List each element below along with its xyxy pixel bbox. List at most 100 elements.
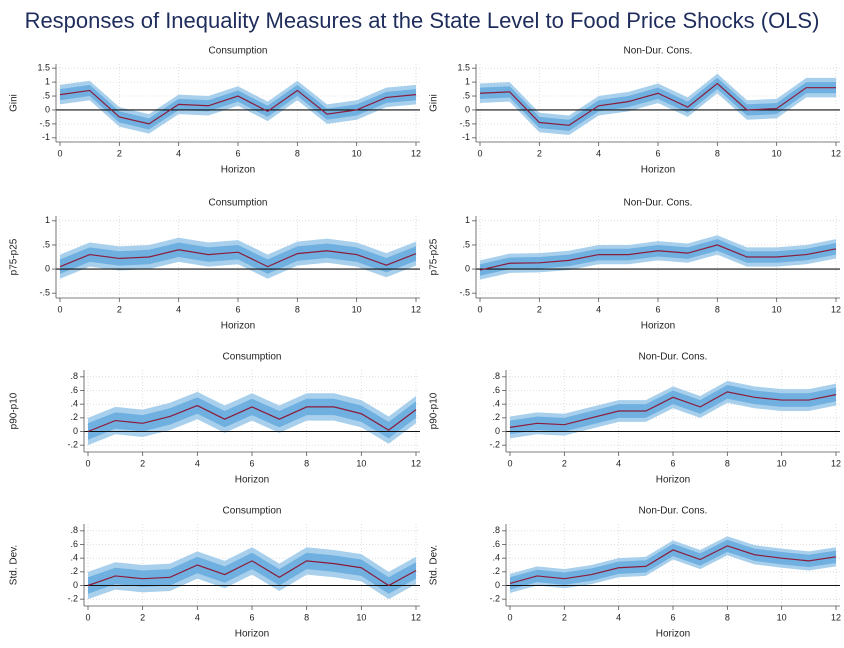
x-tick-label: 6	[249, 458, 254, 468]
x-tick-label: 4	[195, 612, 200, 622]
y-tick-label: 0	[73, 580, 78, 590]
x-tick-label: 4	[596, 148, 601, 158]
y-tick-label: .8	[492, 525, 500, 535]
x-axis-label: Horizon	[221, 165, 255, 176]
x-tick-label: 12	[411, 148, 421, 158]
y-axis-label: p75-p25	[9, 238, 20, 275]
response-line	[509, 545, 837, 585]
x-tick-label: 8	[295, 304, 300, 314]
y-axis-label: p75-p25	[429, 238, 440, 275]
x-tick-label: 10	[352, 148, 362, 158]
y-tick-label: .6	[492, 385, 500, 395]
panel: Non-Dur. Cons. .8 .6 .4 .2 0 -.2 0 2 4 6 8 10 12 Horiz…	[429, 352, 841, 486]
x-tick-label: 2	[537, 148, 542, 158]
panel: Non-Dur. Cons. .8 .6 .4 .2 0 -.2 0 2 4 6 8 10 12 Horiz…	[429, 506, 841, 640]
x-axis-label: Horizon	[221, 321, 255, 332]
x-tick-label: 2	[537, 304, 542, 314]
x-tick-label: 8	[725, 612, 730, 622]
y-tick-label: 1.5	[37, 63, 50, 73]
x-tick-label: 4	[616, 612, 621, 622]
panel-title: Consumption	[209, 198, 268, 209]
x-tick-label: 8	[295, 148, 300, 158]
y-tick-label: 0	[465, 263, 470, 273]
x-tick-label: 12	[831, 612, 841, 622]
y-tick-label: -1	[42, 132, 50, 142]
y-tick-label: -.5	[39, 118, 50, 128]
confidence-band	[88, 552, 416, 594]
response-line	[59, 249, 417, 268]
y-tick-label: 1	[465, 215, 470, 225]
y-axis-label: Gini	[9, 94, 20, 112]
y-tick-label: .8	[70, 525, 78, 535]
panel-title: Non-Dur. Cons.	[639, 506, 708, 517]
y-tick-label: 0	[45, 263, 50, 273]
y-tick-label: -1	[462, 132, 470, 142]
response-line	[59, 89, 417, 125]
x-axis-label: Horizon	[641, 165, 675, 176]
x-tick-label: 12	[831, 458, 841, 468]
y-tick-label: 0	[73, 426, 78, 436]
y-tick-label: -.2	[489, 594, 500, 604]
panel: Non-Dur. Cons.1.51.50-.5-10 2 4 6 8 10 12Horiz…	[429, 46, 841, 176]
x-tick-label: 4	[176, 148, 181, 158]
x-tick-label: 10	[352, 304, 362, 314]
x-tick-label: 2	[140, 612, 145, 622]
x-tick-label: 2	[117, 304, 122, 314]
x-tick-label: 6	[655, 304, 660, 314]
x-tick-label: 4	[616, 458, 621, 468]
y-tick-label: .8	[70, 371, 78, 381]
y-tick-label: -.2	[67, 440, 78, 450]
y-tick-label: .2	[70, 566, 78, 576]
y-tick-label: .4	[492, 399, 500, 409]
panel-title: Consumption	[223, 506, 282, 517]
y-tick-label: -.2	[489, 440, 500, 450]
confidence-band	[510, 539, 836, 590]
y-tick-label: .2	[492, 412, 500, 422]
y-tick-label: 0	[465, 104, 470, 114]
y-tick-label: .4	[70, 553, 78, 563]
y-tick-label: .6	[70, 385, 78, 395]
x-tick-label: 6	[235, 304, 240, 314]
x-tick-label: 4	[596, 304, 601, 314]
panel: Non-Dur. Cons. 1 .5 0 -.5 0 2 4 6 8 10 12 Horizon p75…	[429, 198, 841, 332]
x-tick-label: 10	[356, 458, 366, 468]
y-tick-label: .8	[492, 371, 500, 381]
y-tick-label: .5	[42, 90, 50, 100]
x-tick-label: 2	[562, 458, 567, 468]
confidence-band	[480, 77, 836, 131]
x-axis-label: Horizon	[235, 475, 269, 486]
x-tick-label: 6	[670, 458, 675, 468]
x-tick-label: 10	[356, 612, 366, 622]
x-axis-label: Horizon	[235, 629, 269, 640]
y-tick-label: -.5	[459, 118, 470, 128]
panel-title: Non-Dur. Cons.	[624, 198, 693, 209]
main-title: Responses of Inequality Measures at the …	[25, 8, 820, 33]
response-line	[87, 404, 417, 433]
x-tick-label: 0	[85, 458, 90, 468]
response-line	[479, 244, 837, 271]
x-axis-label: Horizon	[656, 475, 690, 486]
x-tick-label: 10	[777, 612, 787, 622]
y-tick-label: 0	[45, 104, 50, 114]
y-tick-label: .5	[42, 239, 50, 249]
panel: Consumption .8 .6 .4 .2 0 -.2 0 2 4 6 8 10 12 Horizon p…	[9, 352, 421, 486]
y-tick-label: -.2	[67, 594, 78, 604]
y-tick-label: .6	[492, 539, 500, 549]
y-tick-label: .2	[70, 412, 78, 422]
x-tick-label: 8	[715, 148, 720, 158]
y-tick-label: .4	[492, 553, 500, 563]
y-tick-label: .2	[492, 566, 500, 576]
x-tick-label: 8	[715, 304, 720, 314]
panel-title: Non-Dur. Cons.	[639, 352, 708, 363]
y-tick-label: .6	[70, 539, 78, 549]
x-tick-label: 10	[777, 458, 787, 468]
confidence-band	[60, 84, 416, 130]
y-tick-label: 0	[495, 426, 500, 436]
panel: Consumption 1 .5 0 -.5 0 2 4 6 8 10 12 Horizon p75-p2…	[9, 198, 421, 332]
response-line	[87, 560, 417, 587]
x-tick-label: 12	[411, 612, 421, 622]
x-tick-label: 0	[477, 148, 482, 158]
x-tick-label: 10	[772, 304, 782, 314]
